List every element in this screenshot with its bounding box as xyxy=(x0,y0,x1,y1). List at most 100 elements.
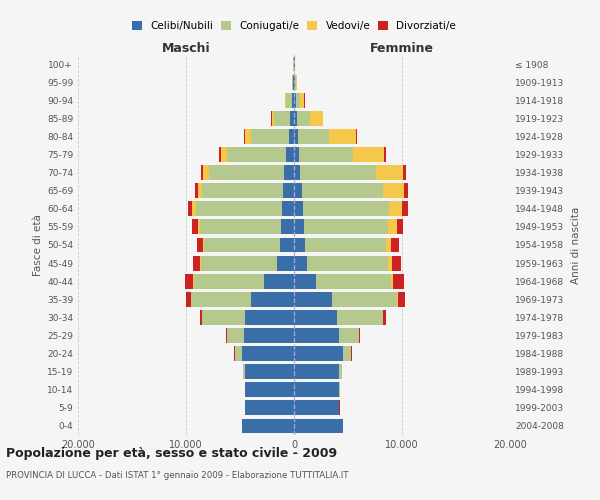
Text: Femmine: Femmine xyxy=(370,42,434,55)
Bar xyxy=(202,310,294,325)
Bar xyxy=(245,400,294,415)
Text: PROVINCIA DI LUCCA - Dati ISTAT 1° gennaio 2009 - Elaborazione TUTTITALIA.IT: PROVINCIA DI LUCCA - Dati ISTAT 1° genna… xyxy=(6,470,349,480)
Bar xyxy=(294,165,406,180)
Bar xyxy=(191,292,294,306)
Bar xyxy=(294,274,316,288)
Bar xyxy=(294,74,295,90)
Bar xyxy=(294,400,340,415)
Bar xyxy=(294,256,401,270)
Bar xyxy=(193,220,294,234)
Bar xyxy=(294,202,408,216)
Bar xyxy=(193,256,294,270)
Bar xyxy=(294,274,404,288)
Bar xyxy=(277,256,294,270)
Bar xyxy=(227,328,294,343)
Bar xyxy=(294,400,340,415)
Bar xyxy=(294,382,340,397)
Bar xyxy=(294,74,296,90)
Bar xyxy=(286,93,294,108)
Bar xyxy=(294,274,391,288)
Bar xyxy=(194,274,294,288)
Bar xyxy=(197,238,294,252)
Bar xyxy=(294,382,340,397)
Bar xyxy=(188,202,294,216)
Bar xyxy=(294,364,341,379)
Bar xyxy=(294,256,307,270)
Bar xyxy=(294,364,341,379)
Bar xyxy=(294,202,389,216)
Bar xyxy=(294,292,332,306)
Bar xyxy=(294,328,360,343)
Bar xyxy=(294,184,404,198)
Bar xyxy=(219,147,294,162)
Bar xyxy=(294,346,352,361)
Bar xyxy=(280,238,294,252)
Bar xyxy=(294,256,388,270)
Bar xyxy=(294,400,340,415)
Bar xyxy=(294,256,392,270)
Bar xyxy=(294,274,394,288)
Bar xyxy=(191,292,294,306)
Bar xyxy=(294,292,397,306)
Bar xyxy=(245,382,294,397)
Bar xyxy=(245,129,294,144)
Bar xyxy=(286,93,294,108)
Bar xyxy=(294,418,343,434)
Bar xyxy=(294,418,343,434)
Bar xyxy=(294,220,403,234)
Bar xyxy=(294,129,329,144)
Bar xyxy=(227,147,294,162)
Bar xyxy=(294,310,386,325)
Bar xyxy=(294,111,296,126)
Bar xyxy=(293,56,294,72)
Bar xyxy=(294,292,398,306)
Bar xyxy=(294,202,402,216)
Bar xyxy=(242,418,294,434)
Bar xyxy=(196,202,294,216)
Bar xyxy=(185,274,294,288)
Bar xyxy=(243,364,294,379)
Bar xyxy=(294,220,397,234)
Bar xyxy=(200,220,294,234)
Bar xyxy=(193,274,294,288)
Bar xyxy=(294,364,341,379)
Bar xyxy=(235,346,294,361)
Bar xyxy=(198,184,294,198)
Bar xyxy=(294,184,409,198)
Bar xyxy=(294,364,340,379)
Bar xyxy=(294,111,310,126)
Bar xyxy=(202,184,294,198)
Bar xyxy=(294,93,304,108)
Bar xyxy=(201,165,294,180)
Bar xyxy=(294,129,356,144)
Bar xyxy=(282,202,294,216)
Bar xyxy=(293,74,294,90)
Bar xyxy=(242,418,294,434)
Bar xyxy=(294,328,340,343)
Bar xyxy=(284,165,294,180)
Bar xyxy=(289,129,294,144)
Bar xyxy=(245,400,294,415)
Bar xyxy=(242,346,294,361)
Bar xyxy=(294,220,304,234)
Bar xyxy=(245,364,294,379)
Bar xyxy=(235,346,294,361)
Bar xyxy=(294,238,391,252)
Bar xyxy=(294,310,383,325)
Bar xyxy=(294,328,359,343)
Bar xyxy=(294,220,388,234)
Bar xyxy=(294,147,299,162)
Bar xyxy=(294,310,383,325)
Bar xyxy=(245,382,294,397)
Bar xyxy=(242,418,294,434)
Bar xyxy=(294,147,383,162)
Bar xyxy=(244,328,294,343)
Bar xyxy=(227,328,294,343)
Bar xyxy=(294,165,376,180)
Bar xyxy=(294,93,300,108)
Bar xyxy=(185,292,294,306)
Bar xyxy=(243,364,294,379)
Bar xyxy=(226,328,294,343)
Bar xyxy=(274,111,294,126)
Bar xyxy=(242,418,294,434)
